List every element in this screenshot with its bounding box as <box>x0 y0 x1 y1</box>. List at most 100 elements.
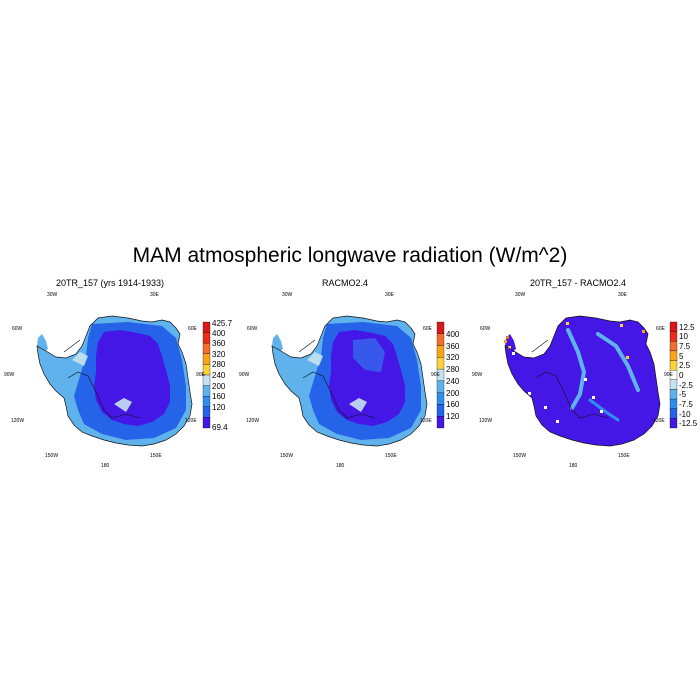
longitude-label: 30E <box>150 292 159 298</box>
longitude-label: 60E <box>423 326 432 332</box>
zero-anomaly-cell <box>528 392 531 395</box>
colorbar-swatch <box>436 321 445 334</box>
longitude-label: 120E <box>185 418 197 424</box>
longitude-label: 30W <box>282 292 293 298</box>
zero-anomaly-cell <box>544 406 547 409</box>
colorbar-tick-label: 0 <box>679 371 684 380</box>
ronne-ice-shelf <box>307 352 323 366</box>
longitude-label: 60W <box>247 326 258 332</box>
colorbar-tick-label: 425.7 <box>212 319 233 328</box>
colorbar-tick-label: -10 <box>679 409 691 419</box>
colorbar-tick-label: 400 <box>446 329 460 339</box>
colorbar-swatch <box>202 385 211 397</box>
longitude-label: 30E <box>618 292 627 298</box>
longitude-label: 150W <box>513 453 527 459</box>
colorbar-swatch <box>202 406 211 418</box>
longitude-label: 30W <box>515 292 526 298</box>
longitude-label: 150E <box>618 453 630 459</box>
longitude-label: 180 <box>101 463 110 469</box>
longitude-label: 90E <box>431 372 440 378</box>
colorbar-tick-label: 200 <box>446 388 460 398</box>
warm-anomaly-cell <box>626 356 629 359</box>
longitude-label: 150W <box>45 453 59 459</box>
colorbar-tick-label: 160 <box>212 392 226 402</box>
longitude-label: 60W <box>12 326 23 332</box>
warm-anomaly-cell <box>566 322 569 325</box>
longitude-label: 60W <box>480 326 491 332</box>
colorbar-swatch <box>669 398 678 409</box>
panel-title-3: 20TR_157 - RACMO2.4 <box>529 278 627 288</box>
longitude-label: 90W <box>472 372 483 378</box>
colorbar-swatch <box>669 341 678 352</box>
longitude-label: 120E <box>653 418 665 424</box>
colorbar-swatch <box>436 380 445 393</box>
colorbar-swatch <box>202 332 211 344</box>
longitude-label: 30E <box>385 292 394 298</box>
longitude-label: 60E <box>188 326 197 332</box>
longitude-label: 150W <box>280 453 294 459</box>
longitude-label: 180 <box>569 463 578 469</box>
ridge-region <box>596 332 640 392</box>
coastline <box>36 315 193 447</box>
colorbar-swatch <box>436 333 445 346</box>
warm-anomaly-cell <box>620 324 623 327</box>
longitude-label: 90W <box>4 372 15 378</box>
colorbar-swatch <box>669 360 678 371</box>
colorbar-tick-label: 12.5 <box>679 322 695 332</box>
zero-anomaly-cell <box>556 420 559 423</box>
warm-anomaly-cell <box>506 336 509 339</box>
zero-anomaly-cell <box>600 410 603 413</box>
longitude-label: 150E <box>385 453 397 459</box>
ridge-region <box>353 338 385 372</box>
longitude-label: 150E <box>150 453 162 459</box>
ross-ice-shelf <box>114 398 132 412</box>
panel-title-1: 20TR_157 (yrs 1914-1933) <box>55 278 165 288</box>
colorbar-tick-label: 69.4 <box>212 423 228 432</box>
colorbar-swatch <box>669 321 678 332</box>
colorbar-tick-label: 360 <box>446 341 460 351</box>
colorbar-swatch <box>669 331 678 342</box>
longitude-label: 90E <box>664 372 673 378</box>
colorbar-swatch <box>202 321 211 333</box>
ridge-region <box>566 328 587 410</box>
colorbar-swatch <box>202 396 211 407</box>
colorbar-tick-label: 320 <box>212 349 226 359</box>
map-panel-2 <box>271 315 428 447</box>
longitude-label: 120W <box>11 418 25 424</box>
map-panel-3 <box>504 315 661 447</box>
longitude-label: 30W <box>47 292 58 298</box>
colorbar-swatch <box>669 350 678 361</box>
colorbar-tick-label: 160 <box>446 400 460 410</box>
zero-anomaly-cell <box>584 378 587 381</box>
colorbar-tick-label: -5 <box>679 390 687 400</box>
map-panel-1 <box>36 315 193 447</box>
ross-ice-shelf <box>349 398 367 412</box>
colorbar-tick-label: 400 <box>212 328 226 338</box>
grounding-line <box>298 339 376 419</box>
longitude-label: 120E <box>420 418 432 424</box>
colorbar-swatch <box>202 417 211 429</box>
colorbar-swatch <box>669 389 678 400</box>
ridge-region <box>588 398 620 422</box>
panel-title-2: RACMO2.4 <box>321 278 368 288</box>
warm-anomaly-cell <box>504 340 507 343</box>
land-plateau-region <box>329 330 405 426</box>
colorbar-tick-label: 280 <box>212 360 226 370</box>
colorbar-tick-label: 120 <box>212 402 226 412</box>
colorbar-swatch <box>202 353 211 365</box>
colorbar-tick-label: -2.5 <box>679 380 693 390</box>
colorbar-swatch <box>669 379 678 390</box>
colorbar-tick-label: 5 <box>679 351 684 361</box>
colorbar-tick-label: -7.5 <box>679 399 693 409</box>
colorbar-swatch <box>436 404 445 417</box>
colorbar-tick-label: 240 <box>212 371 226 380</box>
colorbar-tick-label: 120 <box>446 412 460 422</box>
figure-title: MAM atmospheric longwave radiation (W/m^… <box>132 244 568 267</box>
ronne-ice-shelf <box>72 352 88 366</box>
colorbar-tick-label: 360 <box>212 339 226 349</box>
grounding-line <box>63 339 141 419</box>
longitude-label: 90E <box>196 372 205 378</box>
warm-anomaly-cell <box>642 330 645 333</box>
warm-anomaly-cell <box>508 346 511 349</box>
